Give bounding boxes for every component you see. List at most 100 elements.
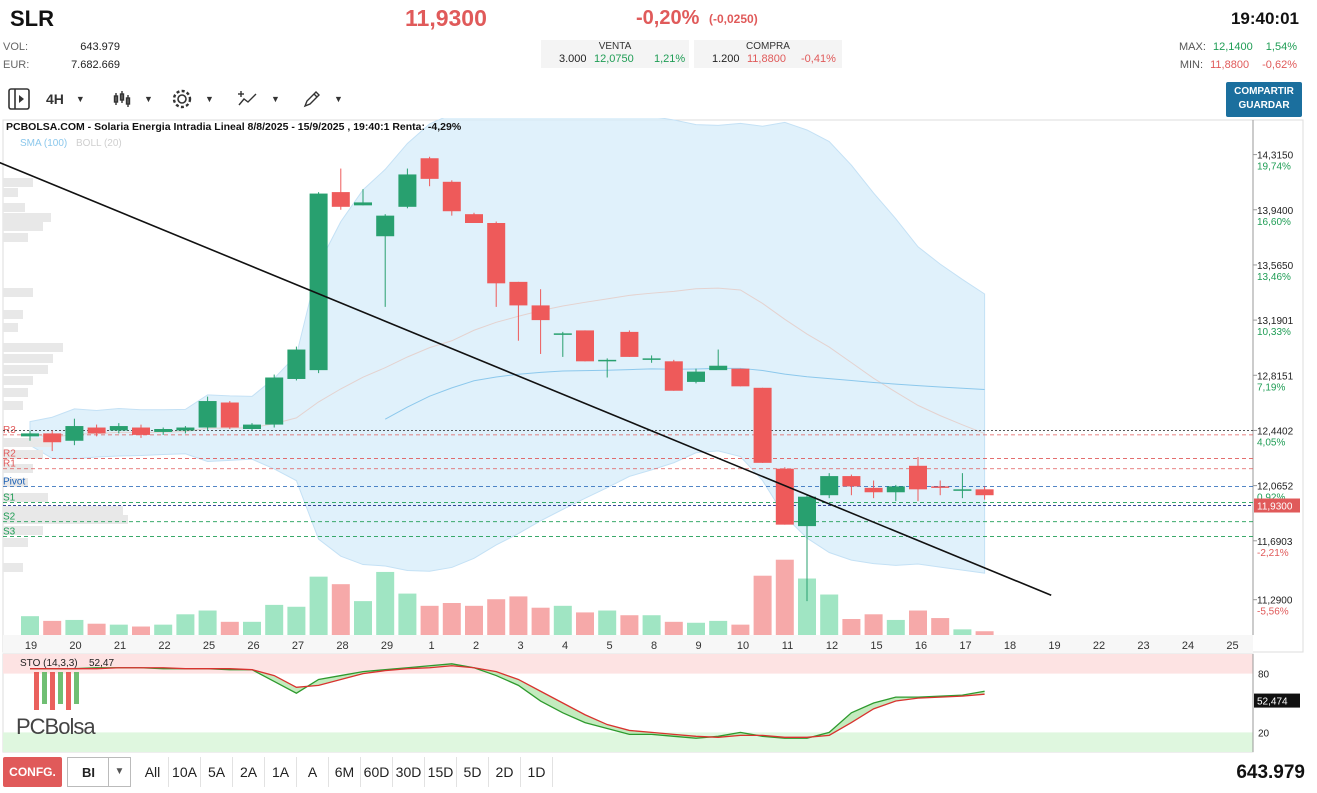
x-tick-label: 26	[247, 640, 259, 652]
x-tick-label: 23	[1137, 640, 1149, 652]
stochastic-title: STO (14,3,3)	[20, 658, 78, 669]
x-tick-label: 10	[737, 640, 749, 652]
volume-profile-bar	[3, 365, 48, 374]
chart-toolbar: 4H ▼ ▼ ▼ ▼ ▼	[0, 82, 1317, 118]
compra-label: COMPRA	[746, 41, 790, 52]
logo-bar	[42, 672, 47, 704]
mode-value: BI	[82, 765, 95, 780]
eur-label: EUR:	[3, 59, 30, 71]
candle-body	[842, 476, 861, 487]
range-30d[interactable]: 30D	[393, 757, 425, 787]
y-tick-label: 11,6903	[1257, 537, 1293, 548]
mode-select[interactable]: BI ▼	[67, 757, 131, 787]
quote-header: SLR 11,9300 -0,20% (-0,0250) 19:40:01 VO…	[0, 0, 1317, 80]
panel-toggle-button[interactable]	[7, 86, 31, 112]
range-1d[interactable]: 1D	[521, 757, 553, 787]
volume-profile-bar	[3, 388, 28, 397]
volume-profile-bar	[3, 343, 63, 352]
stochastic-fill	[30, 663, 985, 739]
y-tick-label: 12,4402	[1257, 426, 1294, 437]
chevron-down-icon: ▼	[205, 94, 214, 104]
x-tick-label: 21	[114, 640, 126, 652]
candle-body	[642, 358, 661, 360]
volume-bar	[21, 616, 39, 635]
volume-bar	[398, 593, 417, 635]
candle-body	[886, 486, 905, 493]
range-60d[interactable]: 60D	[361, 757, 393, 787]
indicators-button[interactable]: ▼	[237, 86, 280, 112]
current-price-label: 11,9300	[1257, 502, 1293, 513]
pencil-icon	[303, 91, 320, 108]
chevron-down-icon: ▼	[108, 758, 130, 786]
volume-profile-bar	[3, 493, 48, 502]
y-tick-percent: 7,19%	[1257, 382, 1285, 393]
stochastic-level-label: 80	[1258, 670, 1270, 681]
volume-bar	[154, 624, 173, 635]
candle-body	[243, 424, 261, 429]
volume-bar	[109, 624, 128, 635]
candle-body	[265, 377, 284, 425]
range-2a[interactable]: 2A	[233, 757, 265, 787]
volume-bar	[842, 619, 861, 635]
y-tick-label: 12,0652	[1257, 482, 1294, 493]
volume-bar	[598, 610, 617, 635]
indicators-icon	[238, 91, 257, 106]
chevron-down-icon: ▼	[334, 94, 343, 104]
volume-bar	[687, 622, 705, 635]
x-tick-label: 5	[606, 640, 612, 652]
x-tick-label: 22	[1093, 640, 1105, 652]
candle-body	[287, 349, 306, 379]
volume-bar	[465, 605, 483, 635]
volume-bar	[909, 610, 927, 635]
volume-profile-bar	[3, 203, 25, 212]
x-tick-label: 24	[1182, 640, 1194, 652]
range-1a[interactable]: 1A	[265, 757, 297, 787]
compra-qty: 1.200	[712, 53, 740, 65]
pivot-label-r2: R2	[3, 448, 16, 459]
candle-body	[509, 281, 528, 306]
logo-bar	[50, 672, 55, 710]
range-a[interactable]: A	[297, 757, 329, 787]
candle-body	[598, 359, 617, 362]
config-button[interactable]: CONFG.	[3, 757, 62, 787]
range-6m[interactable]: 6M	[329, 757, 361, 787]
share-save-button[interactable]: COMPARTIR GUARDAR	[1226, 82, 1302, 117]
candle-body	[109, 426, 128, 431]
current-price-tag	[1254, 498, 1300, 513]
range-all[interactable]: All	[137, 757, 169, 787]
volume-bar	[509, 596, 528, 635]
interval-select[interactable]: 4H ▼	[46, 86, 85, 112]
x-tick-label: 22	[158, 640, 170, 652]
pivot-label-s2: S2	[3, 512, 16, 523]
range-5a[interactable]: 5A	[201, 757, 233, 787]
drawing-tools-button[interactable]: ▼	[302, 86, 343, 112]
y-tick-percent: 10,33%	[1257, 327, 1291, 338]
chart-type-button[interactable]: ▼	[112, 86, 153, 112]
x-tick-label: 29	[381, 640, 393, 652]
logo-bar	[34, 672, 39, 710]
candle-body	[309, 193, 328, 371]
symbol: SLR	[10, 6, 54, 31]
settings-button[interactable]: ▼	[171, 86, 214, 112]
candles-icon	[113, 91, 131, 107]
range-5d[interactable]: 5D	[457, 757, 489, 787]
candle-body	[398, 174, 417, 207]
y-tick-label: 14,3150	[1257, 151, 1294, 162]
stochastic-value-label: 52,474	[1257, 697, 1288, 708]
y-tick-percent: 16,60%	[1257, 217, 1291, 228]
candle-body	[864, 487, 883, 493]
volume-bar	[731, 624, 750, 635]
logo-bar	[58, 672, 63, 704]
volume-bar	[65, 619, 84, 635]
candle-body	[931, 486, 950, 488]
trend-line[interactable]	[0, 157, 1052, 597]
range-15d[interactable]: 15D	[425, 757, 457, 787]
volume-bar	[709, 620, 728, 635]
x-tick-label: 17	[959, 640, 971, 652]
range-10a[interactable]: 10A	[169, 757, 201, 787]
x-tick-label: 12	[826, 640, 838, 652]
candle-body	[487, 223, 506, 284]
range-2d[interactable]: 2D	[489, 757, 521, 787]
volume-bar	[975, 631, 994, 635]
